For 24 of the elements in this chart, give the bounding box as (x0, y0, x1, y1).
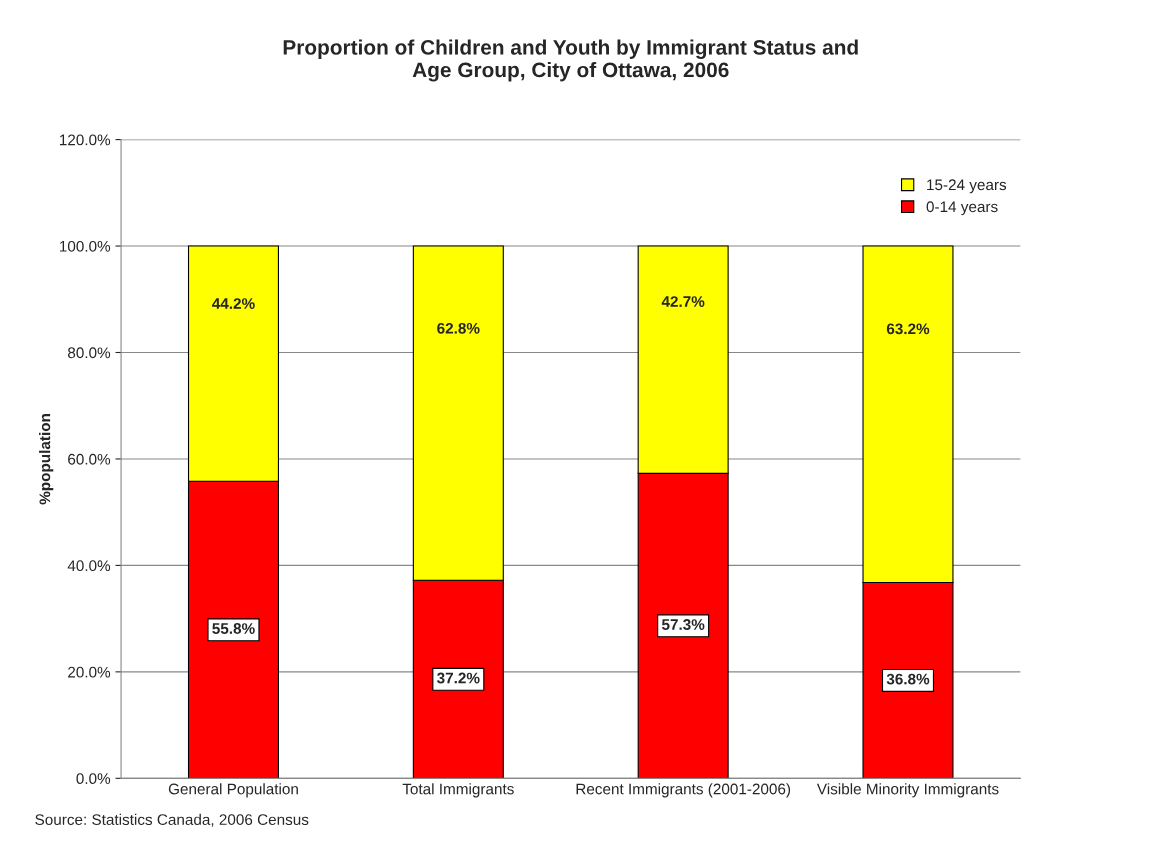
y-tick-label: 20.0% (68, 666, 111, 678)
x-tick-label: Visible Minority Immigrants (816, 783, 999, 798)
chart-title: Proportion of Children and Youth by Immigrant Status and Age Group, City of Ottawa, 2006 (283, 39, 858, 82)
x-tick-label: Recent Immigrants (2001-2006) (576, 783, 791, 798)
y-tick-label: 60.0% (68, 453, 111, 465)
x-tick-label: Total Immigrants (402, 783, 514, 798)
y-axis-title: %population (39, 414, 54, 505)
y-tick-label: 120.0% (60, 134, 111, 146)
y-tick-label: 40.0% (67, 560, 111, 572)
legend-label: 0-14 years (926, 201, 998, 216)
data-label: 44.2% (212, 298, 255, 309)
data-label: 57.3% (661, 619, 705, 630)
data-label: 37.2% (437, 672, 480, 684)
y-tick-label: 80.0% (67, 347, 111, 359)
x-tick-label: General Population (168, 783, 298, 798)
y-tick-label: 100.0% (60, 240, 111, 252)
data-label: 62.8% (437, 322, 480, 334)
data-label: 63.2% (886, 323, 930, 335)
source-note: Source: Statistics Canada, 2006 Census (35, 813, 309, 827)
y-tick-label: 0.0% (76, 773, 111, 785)
data-label: 42.7% (661, 296, 705, 307)
legend-label: 15-24 years (927, 179, 1007, 194)
data-label: 55.8% (212, 623, 255, 634)
data-label: 36.8% (886, 673, 930, 685)
